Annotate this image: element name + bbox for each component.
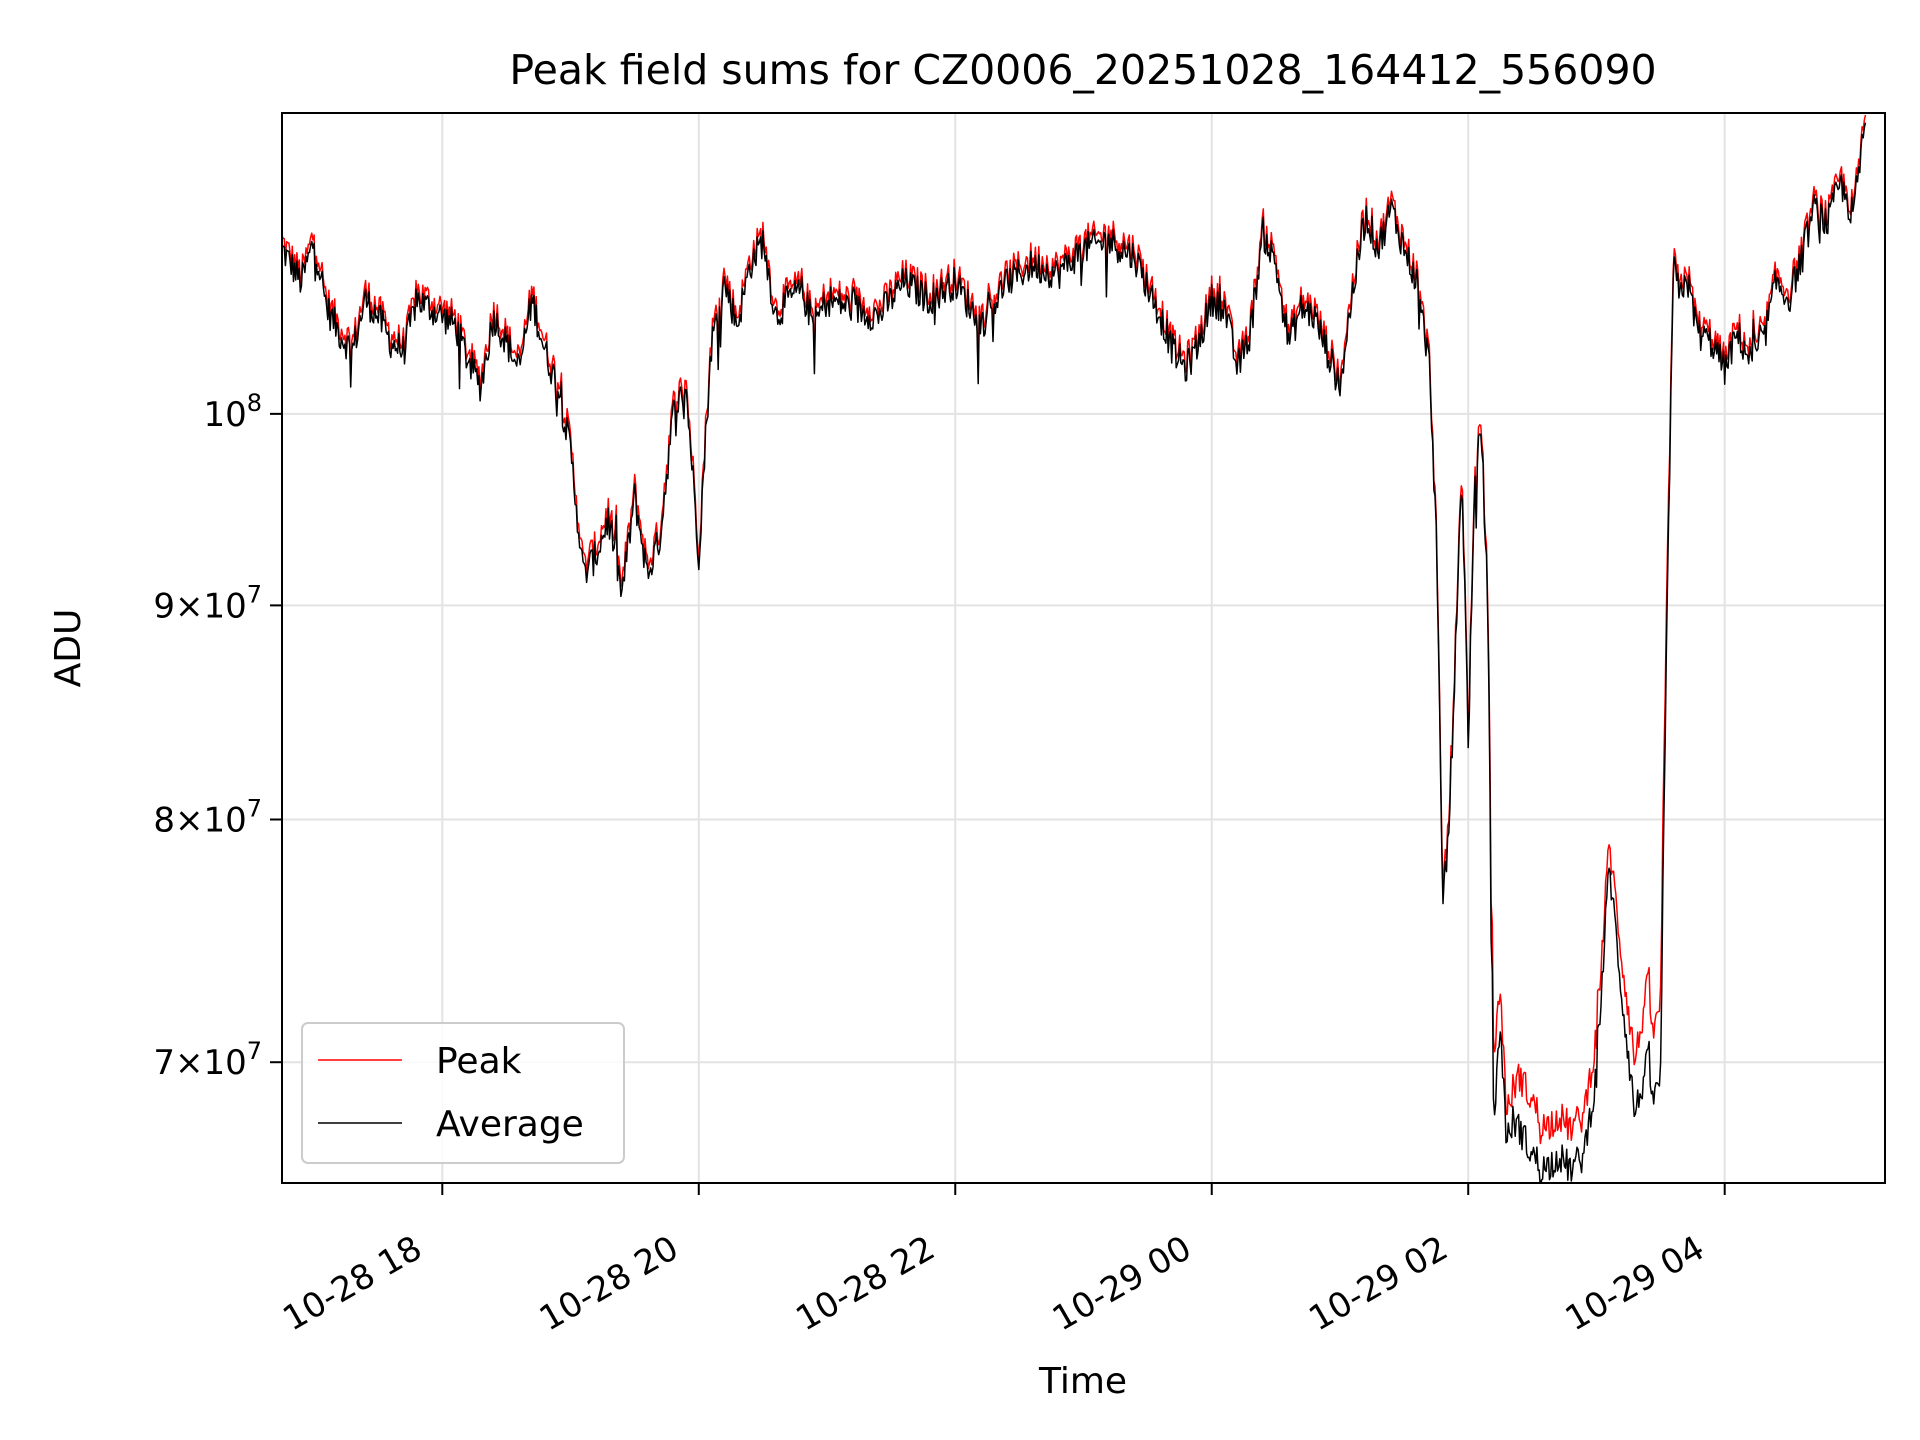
y-tick-label: 9×107: [153, 580, 262, 626]
y-tick-label: 108: [203, 389, 262, 435]
y-axis-ticks: 7×107 8×107 9×107 108: [153, 389, 282, 1083]
x-axis-label: Time: [1038, 1361, 1127, 1402]
legend-label-average: Average: [436, 1104, 584, 1145]
y-tick-label: 7×107: [153, 1037, 262, 1083]
legend-box: [301, 1022, 625, 1164]
y-tick-label: 8×107: [153, 794, 262, 840]
series-layer: [282, 114, 1867, 1183]
legend-label-peak: Peak: [436, 1041, 522, 1082]
y-axis-label: ADU: [48, 609, 89, 688]
chart-title: Peak field sums for CZ0006_20251028_1644…: [509, 46, 1656, 94]
series-line-average: [282, 122, 1867, 1183]
legend: Peak Average: [301, 1022, 625, 1164]
plot-frame: [281, 112, 1886, 1184]
